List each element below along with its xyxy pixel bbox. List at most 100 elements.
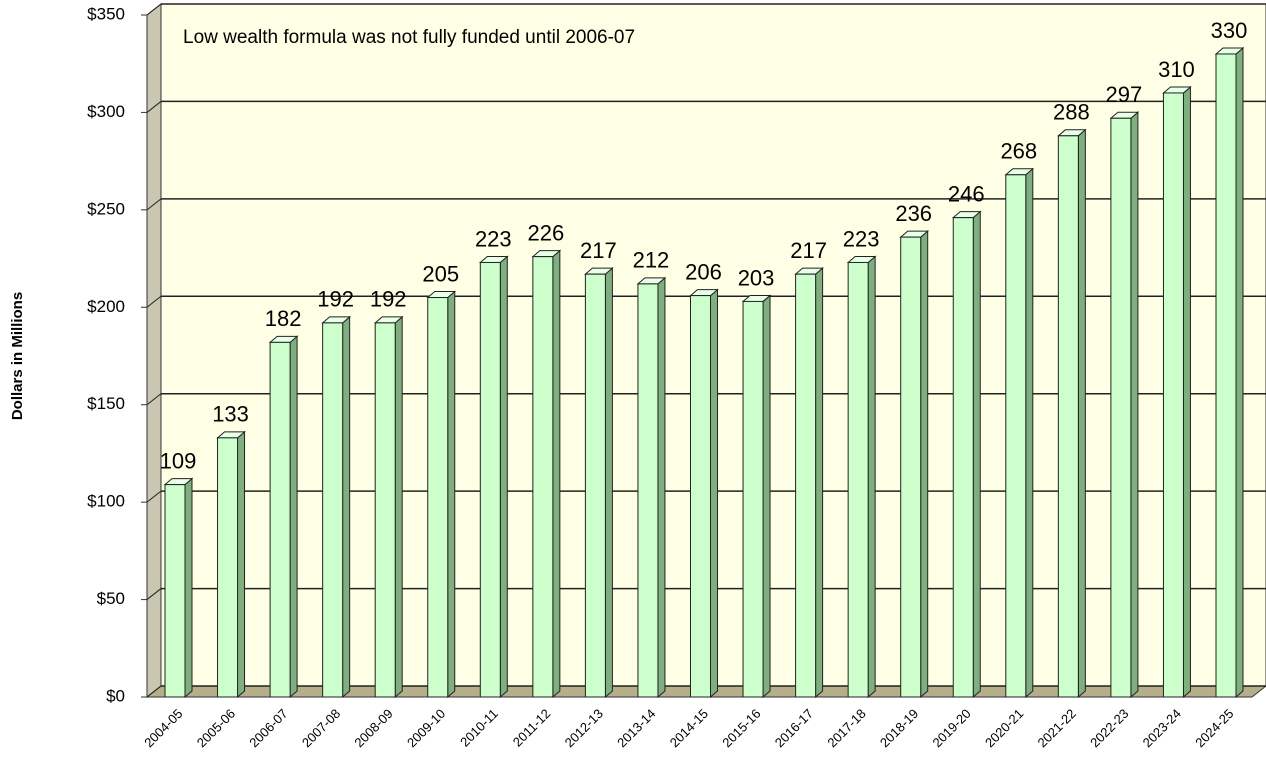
grid-line-side <box>146 101 162 113</box>
value-label: 297 <box>1106 82 1143 107</box>
annotation: Low wealth formula was not fully funded … <box>183 27 635 48</box>
x-tick-label: 2018-19 <box>877 706 921 750</box>
value-label: 212 <box>633 248 670 273</box>
value-label: 268 <box>1000 139 1037 164</box>
bar <box>374 322 396 698</box>
value-label: 192 <box>370 287 407 312</box>
y-tick-label: $350 <box>87 4 125 23</box>
bar <box>1110 117 1132 698</box>
plot-area: $0 $50 $100 $150 $200 $250 $300 $350 109 2004-05 1… <box>87 2 1266 750</box>
bar <box>532 256 554 698</box>
bar-side <box>394 315 403 699</box>
value-label: 217 <box>790 238 827 263</box>
y-tick-label: $0 <box>106 686 125 705</box>
x-tick-label: 2004-05 <box>141 706 185 750</box>
value-label: 310 <box>1158 57 1195 82</box>
bar <box>1057 135 1079 698</box>
x-tick-label: 2023-24 <box>1140 706 1184 750</box>
value-label: 288 <box>1053 100 1090 125</box>
value-label: 217 <box>580 238 617 263</box>
bar-side <box>184 477 193 699</box>
bar <box>217 437 239 698</box>
bar <box>952 217 974 698</box>
bar <box>322 322 344 698</box>
grid-line-side <box>146 295 162 308</box>
bar-side <box>920 230 929 699</box>
bar <box>637 283 659 698</box>
value-label: 133 <box>212 402 249 427</box>
bar <box>742 300 764 698</box>
bar-side <box>289 335 298 699</box>
grid-line-side <box>146 393 162 406</box>
x-tick-label: 2017-18 <box>824 706 868 750</box>
bar <box>269 341 291 698</box>
bar-side <box>762 294 771 699</box>
bar-side <box>1077 128 1086 699</box>
bar <box>847 261 869 698</box>
y-tick-label: $300 <box>87 102 125 121</box>
bar-side <box>604 267 613 699</box>
bar <box>1215 53 1237 698</box>
bar-side <box>1182 85 1191 699</box>
value-label: 182 <box>265 306 302 331</box>
x-tick-label: 2011-12 <box>510 706 554 750</box>
bar <box>479 261 501 698</box>
value-label: 203 <box>738 265 775 290</box>
x-tick-label: 2009-10 <box>404 706 448 750</box>
y-tick-label: $150 <box>87 394 125 413</box>
grid-line-side <box>146 588 162 600</box>
value-label: 192 <box>317 287 354 312</box>
bar-side <box>710 288 718 699</box>
x-tick-label: 2021-22 <box>1035 706 1079 750</box>
bar <box>427 297 449 698</box>
bar-side <box>815 267 824 699</box>
bar <box>1162 92 1184 698</box>
value-label: 223 <box>475 226 512 251</box>
bar <box>1005 174 1027 698</box>
bar-side <box>1025 167 1034 699</box>
x-tick-label: 2024-25 <box>1192 706 1236 750</box>
x-tick-label: 2013-14 <box>614 706 658 750</box>
bar <box>584 273 606 698</box>
x-tick-label: 2008-09 <box>351 706 395 750</box>
y-tick-label: $250 <box>87 199 125 218</box>
y-tick-label: $100 <box>87 492 125 511</box>
bar <box>900 236 922 698</box>
y-axis-title: Dollars in Millions <box>9 292 26 420</box>
grid-line-side <box>146 685 162 698</box>
bar-side <box>867 255 876 699</box>
x-tick-label: 2019-20 <box>929 706 973 750</box>
value-label: 206 <box>685 259 722 284</box>
bar-side <box>1130 111 1139 699</box>
bar-side <box>972 210 981 699</box>
value-label: 236 <box>895 201 932 226</box>
bar-side <box>447 290 456 699</box>
bar <box>164 484 186 698</box>
bar-side <box>499 255 508 699</box>
x-tick-label: 2007-08 <box>299 706 343 750</box>
value-label: 246 <box>948 181 985 206</box>
bar <box>795 273 817 698</box>
y-tick-label: $200 <box>87 297 125 316</box>
bar-side <box>552 249 561 699</box>
grid-line-side <box>146 3 162 16</box>
value-label: 223 <box>843 226 880 251</box>
x-tick-label: 2010-11 <box>457 706 501 750</box>
value-label: 205 <box>422 261 459 286</box>
x-tick-label: 2022-23 <box>1087 706 1131 750</box>
bar-side <box>657 276 666 699</box>
value-label: 330 <box>1211 18 1248 43</box>
x-tick-label: 2020-21 <box>982 706 1026 750</box>
bar-side <box>237 430 246 699</box>
bar-side <box>1235 46 1244 699</box>
x-tick-label: 2016-17 <box>772 706 816 750</box>
value-label: 109 <box>160 448 197 473</box>
bar <box>690 295 711 698</box>
x-tick-label: 2014-15 <box>667 706 711 750</box>
x-tick-label: 2006-07 <box>246 706 290 750</box>
side-wall <box>146 2 162 699</box>
x-tick-label: 2015-16 <box>719 706 763 750</box>
grid-line-side <box>146 490 162 503</box>
x-tick-label: 2005-06 <box>194 706 238 750</box>
